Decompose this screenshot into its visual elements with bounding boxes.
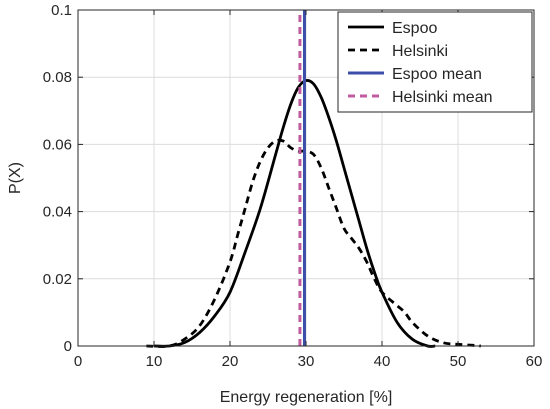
legend-label-espoo: Espoo (392, 20, 437, 37)
x-tick-label: 60 (526, 353, 543, 370)
y-tick-label: 0.02 (43, 271, 72, 288)
y-tick-label: 0.1 (51, 2, 72, 19)
legend-label-helsinki: Helsinki (392, 43, 448, 60)
x-tick-label: 10 (146, 353, 163, 370)
y-tick-label: 0.06 (43, 136, 72, 153)
x-tick-label: 20 (222, 353, 239, 370)
y-tick-label: 0.04 (43, 204, 72, 221)
x-axis-label: Energy regeneration [%] (220, 389, 393, 406)
x-tick-label: 50 (450, 353, 467, 370)
legend-label-helsinki-mean: Helsinki mean (392, 89, 492, 106)
legend-label-espoo-mean: Espoo mean (392, 66, 482, 83)
x-tick-label: 30 (298, 353, 315, 370)
series-layer (146, 10, 481, 348)
axis-ticks: 0 10 20 30 40 50 60 0 0.02 0.04 0.06 0.08 0.1 (43, 2, 543, 370)
series-line-helsinki (146, 138, 481, 348)
series-line-espoo (153, 79, 436, 348)
legend: Espoo Helsinki Espoo mean Helsinki mean (337, 11, 533, 113)
y-axis-label: P(X) (7, 162, 24, 194)
y-tick-label: 0 (64, 338, 72, 355)
x-tick-label: 0 (74, 353, 82, 370)
y-tick-label: 0.08 (43, 69, 72, 86)
x-tick-label: 40 (374, 353, 391, 370)
legend-box (337, 11, 533, 113)
